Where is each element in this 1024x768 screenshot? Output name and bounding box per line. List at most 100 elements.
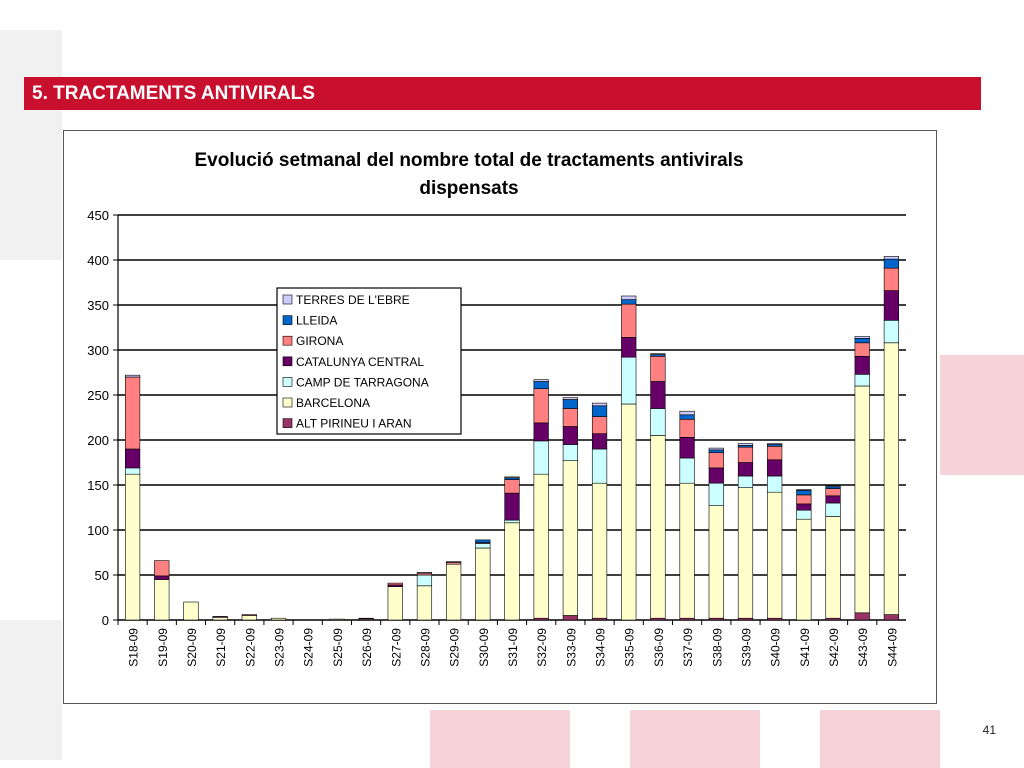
legend-label: ALT PIRINEU I ARAN <box>296 417 412 431</box>
bar-segment <box>124 467 141 475</box>
watermark-band-3 <box>630 710 760 768</box>
bar-segment <box>562 444 578 462</box>
bar-segment <box>533 422 549 442</box>
y-tick-label: 350 <box>87 298 109 313</box>
legend-label: BARCELONA <box>296 396 370 410</box>
bar-segment <box>154 579 170 621</box>
bar-segment <box>796 489 812 491</box>
x-tick-label: S35-09 <box>623 628 637 667</box>
bar-segment <box>446 563 462 621</box>
bar-segment <box>767 475 783 493</box>
x-tick-label: S21-09 <box>214 628 228 667</box>
x-tick-label: S43-09 <box>856 628 870 667</box>
watermark-band-5 <box>0 30 62 260</box>
bar-segment <box>737 446 754 463</box>
x-tick-label: S20-09 <box>185 628 199 667</box>
bar-segment <box>825 502 841 517</box>
bar-segment <box>387 586 403 621</box>
bar-segment <box>154 575 170 580</box>
bar-segment <box>621 303 637 338</box>
x-tick-label: S23-09 <box>273 628 287 667</box>
x-tick-label: S26-09 <box>360 628 374 667</box>
bar-segment <box>825 516 841 619</box>
antiviral-stacked-bar-chart: Evolució setmanal del nombre total de tr… <box>87 150 906 667</box>
x-tick-label: S40-09 <box>769 628 783 667</box>
bar-segment <box>533 381 549 389</box>
legend-box <box>276 287 462 435</box>
x-tick-label: S25-09 <box>331 628 345 667</box>
bar-segment <box>591 402 608 407</box>
bar-segment <box>562 615 578 621</box>
bar-segment <box>591 433 608 450</box>
bar-segment <box>650 356 666 382</box>
bar-segment <box>329 618 345 621</box>
bar-segment <box>854 338 870 344</box>
bar-segment <box>212 616 228 618</box>
bar-segment <box>679 414 695 420</box>
chart-panel: Evolució setmanal del nombre total de tr… <box>63 130 937 704</box>
bar-segment <box>679 418 695 438</box>
legend-label: TERRES DE L'EBRE <box>296 293 410 307</box>
bar-segment <box>591 416 608 435</box>
bar-segment <box>883 290 900 321</box>
bar-segment <box>124 473 141 621</box>
bar-segment <box>124 448 141 469</box>
bar-segment <box>562 399 578 409</box>
legend-label: CATALUNYA CENTRAL <box>296 355 424 369</box>
legend-swatch <box>282 335 293 346</box>
x-tick-label: S41-09 <box>798 628 812 667</box>
x-tick-label: S27-09 <box>389 628 403 667</box>
bar-segment <box>708 482 724 507</box>
x-tick-label: S37-09 <box>681 628 695 667</box>
bar-segment <box>591 482 608 619</box>
bar-segment <box>124 376 141 450</box>
legend-label: LLEIDA <box>296 314 337 328</box>
y-tick-label: 300 <box>87 343 109 358</box>
page-number: 41 <box>982 723 996 737</box>
bar-segment <box>621 299 637 305</box>
bar-segment <box>416 574 433 587</box>
bar-segment <box>650 408 666 436</box>
y-tick-label: 250 <box>87 388 109 403</box>
bar-segment <box>475 547 491 621</box>
bar-segment <box>621 403 637 621</box>
bar-segment <box>416 571 433 574</box>
y-tick-label: 400 <box>87 253 109 268</box>
bar-segment <box>737 487 754 619</box>
bar-segment <box>767 491 783 619</box>
x-tick-label: S39-09 <box>739 628 753 667</box>
bar-segment <box>475 539 491 543</box>
bar-segment <box>796 494 812 505</box>
y-tick-label: 200 <box>87 433 109 448</box>
x-tick-label: S34-09 <box>594 628 608 667</box>
bar-segment <box>504 522 520 621</box>
bar-segment <box>708 467 724 484</box>
bar-segment <box>562 426 578 445</box>
bar-segment <box>621 337 637 358</box>
x-tick-label: S38-09 <box>710 628 724 667</box>
watermark-band-6 <box>0 620 62 760</box>
bar-segment <box>737 443 754 446</box>
legend-label: CAMP DE TARRAGONA <box>296 375 429 389</box>
bar-segment <box>854 342 870 357</box>
bar-segment <box>679 482 695 619</box>
x-tick-label: S44-09 <box>885 628 899 667</box>
x-tick-label: S29-09 <box>448 628 462 667</box>
bar-segment <box>650 381 666 409</box>
bar-segment <box>387 582 403 586</box>
bar-segment <box>825 485 841 488</box>
bar-segment <box>767 445 783 461</box>
x-tick-label: S22-09 <box>243 628 257 667</box>
watermark-band-4 <box>820 710 940 768</box>
chart-title-line: Evolució setmanal del nombre total de tr… <box>194 150 743 171</box>
bar-segment <box>679 410 695 416</box>
x-tick-label: S24-09 <box>302 628 316 667</box>
legend-label: GIRONA <box>296 334 343 348</box>
bar-segment <box>767 443 783 445</box>
x-tick-label: S30-09 <box>477 628 491 667</box>
bar-segment <box>708 505 724 619</box>
bar-segment <box>475 543 491 549</box>
bar-segment <box>883 342 900 615</box>
y-tick-label: 0 <box>102 613 109 628</box>
bar-segment <box>737 462 754 477</box>
